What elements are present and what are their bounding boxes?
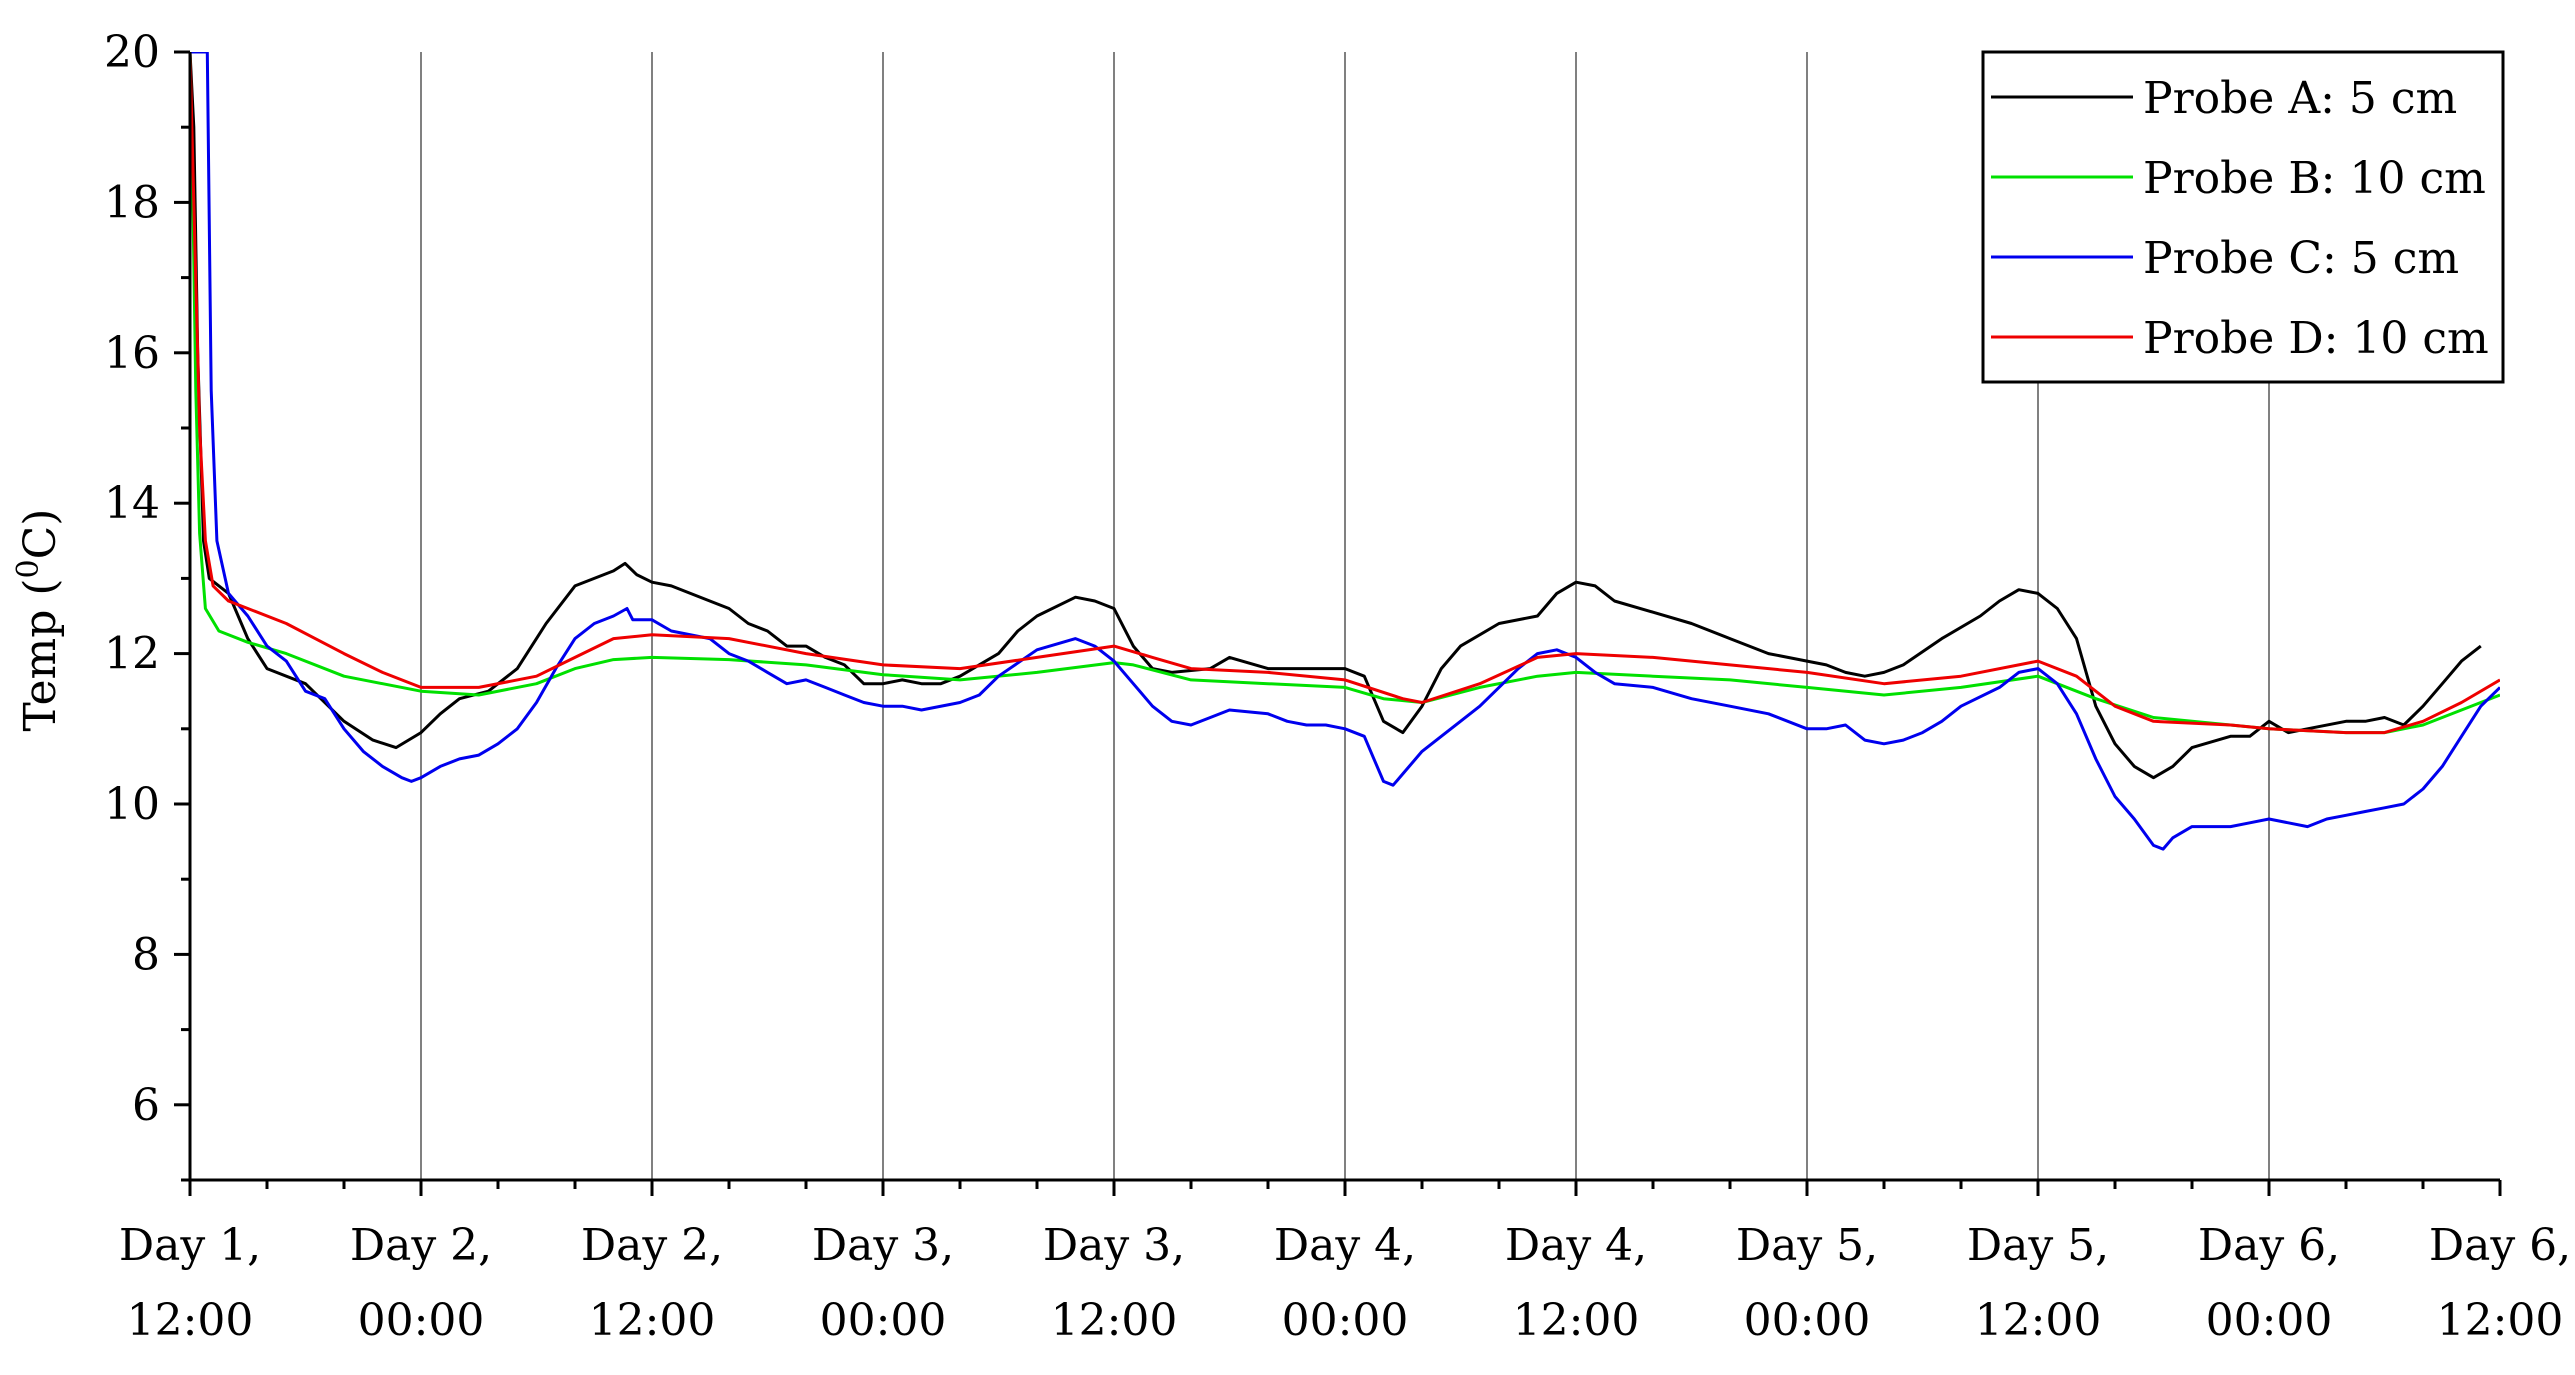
x-tick-label-line1: Day 5, (1967, 1220, 2109, 1271)
x-tick-label-line1: Day 5, (1736, 1220, 1878, 1271)
x-tick-label-line2: 00:00 (820, 1295, 947, 1346)
legend-label-2: Probe B: 10 cm (2143, 153, 2486, 204)
y-tick-label: 16 (104, 328, 160, 379)
x-tick-label-line1: Day 4, (1274, 1220, 1416, 1271)
x-tick-label-line2: 12:00 (1513, 1295, 1640, 1346)
x-tick-label-line1: Day 6, (2429, 1220, 2571, 1271)
series-line-1 (190, 52, 2482, 780)
series-line-2 (190, 52, 2500, 735)
series-lines (190, 52, 2500, 851)
x-tick-label-line1: Day 2, (350, 1220, 492, 1271)
x-tick-label-line2: 00:00 (358, 1295, 485, 1346)
y-tick-label: 18 (104, 177, 160, 228)
legend-label-4: Probe D: 10 cm (2143, 313, 2489, 364)
x-tick-label-line2: 00:00 (1282, 1295, 1409, 1346)
y-axis-label: Temp (0C) (11, 509, 67, 732)
series-line-4 (190, 52, 2500, 735)
x-tick-label-line1: Day 6, (2198, 1220, 2340, 1271)
x-tick-label-line1: Day 2, (581, 1220, 723, 1271)
y-tick-label: 6 (132, 1080, 160, 1131)
x-tick-label-line2: 12:00 (127, 1295, 254, 1346)
y-tick-label: 12 (104, 629, 160, 680)
x-tick-label-line2: 12:00 (2437, 1295, 2564, 1346)
legend-box (1981, 50, 2505, 384)
y-tick-label: 10 (104, 779, 160, 830)
x-tick-label-line1: Day 4, (1505, 1220, 1647, 1271)
y-axis-ticks: 6 8 10 12 14 16 18 20 (104, 27, 190, 1182)
vertical-gridlines (420, 52, 2270, 1180)
x-tick-label-line2: 12:00 (1975, 1295, 2102, 1346)
x-tick-label-line2: 12:00 (1051, 1295, 1178, 1346)
x-tick-label-line1: Day 3, (812, 1220, 954, 1271)
y-tick-label: 20 (104, 27, 160, 78)
series-line-3 (190, 52, 2500, 851)
x-tick-label-line1: Day 3, (1043, 1220, 1185, 1271)
x-tick-label-line1: Day 1, (119, 1220, 261, 1271)
y-tick-label: 8 (132, 929, 160, 980)
legend: Probe A: 5 cm Probe B: 10 cm Probe C: 5 cm… (1981, 50, 2505, 384)
x-tick-label-line2: 00:00 (2206, 1295, 2333, 1346)
legend-label-3: Probe C: 5 cm (2143, 233, 2459, 284)
legend-label-1: Probe A: 5 cm (2143, 73, 2457, 124)
x-tick-label-line2: 00:00 (1744, 1295, 1871, 1346)
x-axis-ticks: Day 1, 12:00 Day 2, 00:00 Day 2, 12:00 Day 3, 0… (119, 1180, 2571, 1346)
y-tick-label: 14 (104, 478, 160, 529)
x-tick-label-line2: 12:00 (589, 1295, 716, 1346)
